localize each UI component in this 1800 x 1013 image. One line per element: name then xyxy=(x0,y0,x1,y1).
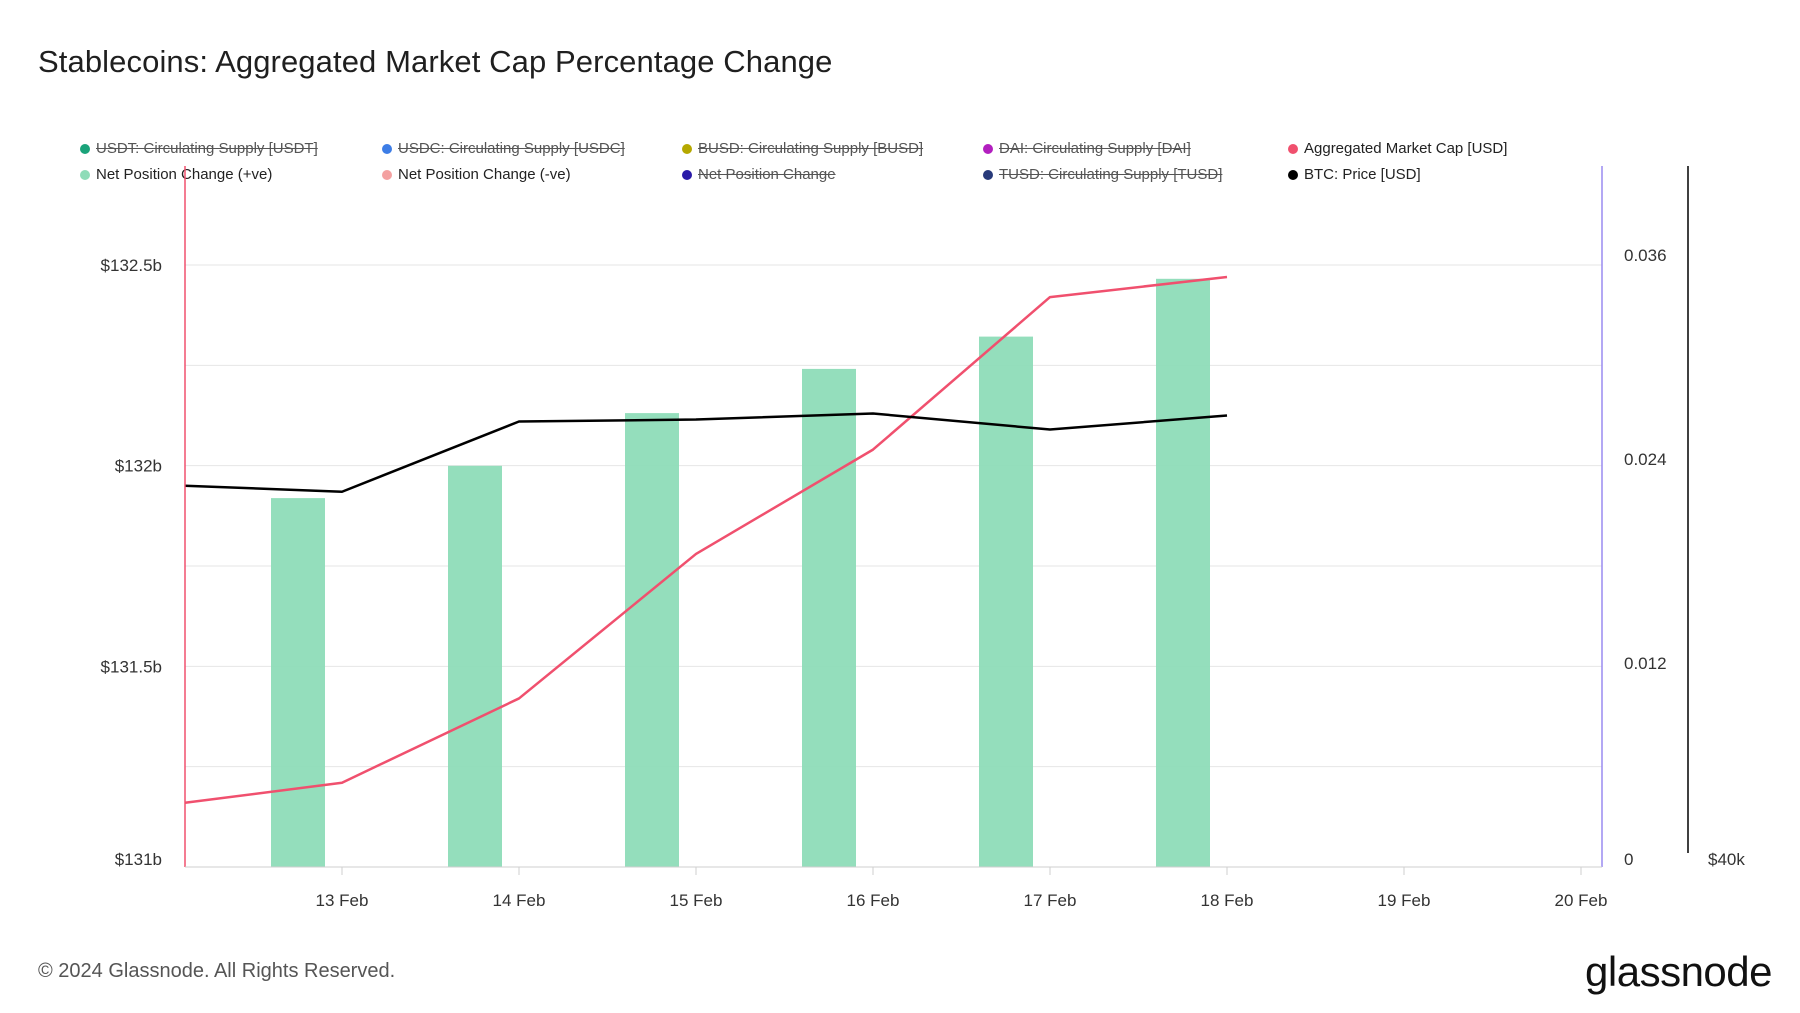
chart-legend: USDT: Circulating Supply [USDT] USDC: Cir… xyxy=(80,140,1560,192)
legend-label: BUSD: Circulating Supply [BUSD] xyxy=(698,140,924,157)
legend-item[interactable]: BTC: Price [USD] xyxy=(1288,166,1421,183)
y-right-tick-label: 0.024 xyxy=(1624,450,1667,469)
line-series xyxy=(184,275,1228,805)
legend-label: USDT: Circulating Supply [USDT] xyxy=(96,140,318,157)
legend-marker-icon xyxy=(1288,169,1298,180)
y-left-tick-label: $131b xyxy=(115,850,162,869)
y-left-tick-label: $131.5b xyxy=(101,657,162,676)
legend-marker-icon xyxy=(682,143,692,154)
legend-marker-icon xyxy=(80,169,90,180)
bar xyxy=(1156,278,1210,867)
legend-item[interactable]: USDT: Circulating Supply [USDT] xyxy=(80,140,318,157)
legend-item[interactable]: DAI: Circulating Supply [DAI] xyxy=(983,140,1191,157)
legend-label: TUSD: Circulating Supply [TUSD] xyxy=(999,166,1223,183)
legend-item[interactable]: USDC: Circulating Supply [USDC] xyxy=(382,140,625,157)
bar-series xyxy=(271,278,1210,868)
chart-title: Stablecoins: Aggregated Market Cap Perce… xyxy=(38,44,833,79)
legend-label: USDC: Circulating Supply [USDC] xyxy=(398,140,625,157)
legend-label: Net Position Change xyxy=(698,166,836,183)
legend-label: Net Position Change (-ve) xyxy=(398,166,571,183)
y-right-tick-label: 0.036 xyxy=(1624,246,1667,265)
tick-labels: 13 Feb 14 Feb 15 Feb 16 Feb 17 Feb 18 Feb 19 F… xyxy=(101,246,1746,910)
legend-marker-icon xyxy=(382,143,392,154)
y-left-tick-label: $132.5b xyxy=(101,256,162,275)
y-right-tick-label: 0.012 xyxy=(1624,654,1667,673)
bar xyxy=(979,336,1033,868)
legend-item[interactable]: TUSD: Circulating Supply [TUSD] xyxy=(983,166,1222,183)
x-tick-label: 16 Feb xyxy=(847,891,900,910)
legend-label: DAI: Circulating Supply [DAI] xyxy=(999,140,1191,157)
market-cap-line xyxy=(184,275,1228,805)
legend-label: Aggregated Market Cap [USD] xyxy=(1304,140,1508,157)
grid-lines xyxy=(185,264,1602,868)
legend-marker-icon xyxy=(382,169,392,180)
y-left-tick-label: $132b xyxy=(115,457,162,476)
legend-item[interactable]: BUSD: Circulating Supply [BUSD] xyxy=(682,140,923,157)
legend-item[interactable]: Net Position Change (+ve) xyxy=(80,166,272,183)
bar xyxy=(271,498,325,867)
chart-canvas: 13 Feb 14 Feb 15 Feb 16 Feb 17 Feb 18 Feb 19 F… xyxy=(101,166,1746,910)
btc-price-line xyxy=(184,412,1228,494)
legend-marker-icon xyxy=(983,143,993,154)
bar xyxy=(625,413,679,867)
x-tick-label: 15 Feb xyxy=(670,891,723,910)
copyright-text: © 2024 Glassnode. All Rights Reserved. xyxy=(38,960,396,982)
legend-marker-icon xyxy=(1288,143,1298,154)
legend-item[interactable]: Aggregated Market Cap [USD] xyxy=(1288,140,1507,157)
x-tick-label: 20 Feb xyxy=(1555,891,1608,910)
y-btc-tick-label: $40k xyxy=(1708,850,1745,869)
legend-item[interactable]: Net Position Change xyxy=(682,166,836,183)
bar xyxy=(802,368,856,867)
y-right-tick-label: 0 xyxy=(1624,850,1633,869)
brand-logo: glassnode xyxy=(1585,948,1772,995)
axes xyxy=(184,166,1689,875)
x-tick-label: 14 Feb xyxy=(493,891,546,910)
legend-label: BTC: Price [USD] xyxy=(1304,166,1421,183)
bar xyxy=(448,465,502,867)
legend-marker-icon xyxy=(983,169,993,180)
x-tick-label: 17 Feb xyxy=(1024,891,1077,910)
legend-item[interactable]: Net Position Change (-ve) xyxy=(382,166,571,183)
x-tick-label: 13 Feb xyxy=(316,891,369,910)
legend-marker-icon xyxy=(80,143,90,154)
x-tick-label: 18 Feb xyxy=(1201,891,1254,910)
legend-marker-icon xyxy=(682,169,692,180)
x-tick-label: 19 Feb xyxy=(1378,891,1431,910)
legend-label: Net Position Change (+ve) xyxy=(96,166,273,183)
